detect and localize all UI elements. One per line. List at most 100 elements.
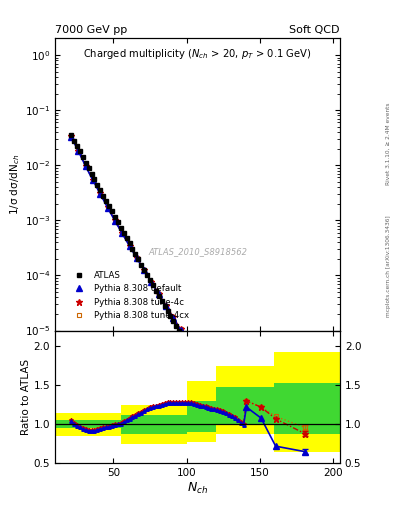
Pythia 8.308 tune-4c [230, 409, 234, 415]
Text: 7000 GeV pp: 7000 GeV pp [55, 25, 127, 35]
Y-axis label: Ratio to ATLAS: Ratio to ATLAS [21, 359, 31, 435]
Pythia 8.308 tune-4c [259, 455, 263, 461]
Pythia 8.308 tune-4c [105, 204, 110, 210]
Pythia 8.308 tune-4cx [127, 243, 132, 249]
Line: Pythia 8.308 tune-4c: Pythia 8.308 tune-4c [68, 133, 309, 512]
Text: Rivet 3.1.10, ≥ 2.4M events: Rivet 3.1.10, ≥ 2.4M events [386, 102, 391, 185]
Pythia 8.308 tune-4cx [156, 290, 161, 296]
Pythia 8.308 tune-4c [76, 148, 81, 154]
Pythia 8.308 tune-4c [127, 243, 132, 249]
Pythia 8.308 default [142, 267, 147, 273]
Pythia 8.308 tune-4c [149, 279, 154, 285]
Pythia 8.308 default [244, 434, 249, 440]
Pythia 8.308 default [105, 205, 110, 211]
Legend: ATLAS, Pythia 8.308 default, Pythia 8.308 tune-4c, Pythia 8.308 tune-4cx: ATLAS, Pythia 8.308 default, Pythia 8.30… [68, 268, 192, 324]
Pythia 8.308 default [112, 218, 117, 224]
Pythia 8.308 tune-4cx [98, 190, 103, 197]
Pythia 8.308 default [120, 230, 125, 237]
Pythia 8.308 default [83, 163, 88, 169]
Pythia 8.308 default [164, 303, 169, 309]
Line: Pythia 8.308 tune-4cx: Pythia 8.308 tune-4cx [69, 134, 307, 512]
Pythia 8.308 tune-4cx [244, 432, 249, 438]
Pythia 8.308 default [178, 327, 183, 333]
Pythia 8.308 tune-4cx [200, 362, 205, 368]
ATLAS [69, 132, 73, 138]
Pythia 8.308 default [91, 177, 95, 183]
ATLAS [180, 333, 184, 339]
Pythia 8.308 tune-4cx [76, 148, 81, 154]
Pythia 8.308 default [252, 445, 256, 452]
Pythia 8.308 tune-4c [200, 362, 205, 368]
Pythia 8.308 tune-4cx [185, 338, 190, 344]
Pythia 8.308 tune-4c [171, 314, 176, 321]
Pythia 8.308 tune-4cx [134, 255, 139, 261]
Pythia 8.308 default [98, 191, 103, 197]
Pythia 8.308 tune-4c [185, 338, 190, 344]
Pythia 8.308 tune-4cx [142, 267, 147, 273]
Pythia 8.308 tune-4cx [69, 133, 73, 139]
Pythia 8.308 tune-4c [208, 374, 212, 380]
Pythia 8.308 tune-4c [134, 255, 139, 261]
Pythia 8.308 tune-4c [164, 303, 169, 309]
Pythia 8.308 tune-4cx [230, 409, 234, 415]
Pythia 8.308 default [215, 387, 220, 393]
Text: mcplots.cern.ch [arXiv:1306.3436]: mcplots.cern.ch [arXiv:1306.3436] [386, 216, 391, 317]
Pythia 8.308 tune-4c [142, 267, 147, 273]
Line: ATLAS: ATLAS [69, 133, 316, 512]
Pythia 8.308 tune-4cx [171, 314, 176, 321]
Pythia 8.308 default [200, 363, 205, 369]
Pythia 8.308 default [76, 148, 81, 154]
Pythia 8.308 default [193, 351, 198, 357]
Pythia 8.308 tune-4c [120, 230, 125, 236]
Pythia 8.308 tune-4cx [120, 230, 125, 236]
Pythia 8.308 default [222, 398, 227, 404]
Y-axis label: 1/σ dσ/dN$_{ch}$: 1/σ dσ/dN$_{ch}$ [8, 154, 22, 215]
Pythia 8.308 tune-4cx [237, 420, 241, 426]
ATLAS [238, 429, 243, 435]
X-axis label: $N_{ch}$: $N_{ch}$ [187, 481, 208, 496]
Pythia 8.308 tune-4c [91, 177, 95, 183]
Pythia 8.308 default [156, 291, 161, 297]
Pythia 8.308 tune-4c [112, 217, 117, 223]
ATLAS [121, 230, 126, 236]
Pythia 8.308 tune-4cx [112, 217, 117, 223]
Pythia 8.308 default [237, 422, 241, 428]
ATLAS [116, 219, 120, 225]
Pythia 8.308 default [69, 134, 73, 140]
Pythia 8.308 tune-4cx [105, 204, 110, 210]
ATLAS [130, 246, 135, 252]
Pythia 8.308 tune-4c [69, 133, 73, 139]
Pythia 8.308 default [134, 255, 139, 261]
Pythia 8.308 tune-4cx [164, 303, 169, 309]
Pythia 8.308 tune-4cx [208, 374, 212, 380]
Pythia 8.308 default [171, 315, 176, 322]
Pythia 8.308 default [127, 243, 132, 249]
Pythia 8.308 default [208, 375, 212, 381]
Pythia 8.308 tune-4c [178, 326, 183, 332]
Pythia 8.308 default [185, 339, 190, 345]
Pythia 8.308 tune-4cx [91, 177, 95, 183]
Pythia 8.308 tune-4c [215, 385, 220, 391]
Pythia 8.308 tune-4c [237, 420, 241, 426]
Pythia 8.308 tune-4cx [83, 163, 88, 169]
Pythia 8.308 tune-4c [193, 350, 198, 356]
Pythia 8.308 tune-4cx [222, 397, 227, 403]
Line: Pythia 8.308 default: Pythia 8.308 default [68, 134, 308, 512]
Pythia 8.308 tune-4cx [149, 279, 154, 285]
Pythia 8.308 tune-4cx [252, 443, 256, 450]
Pythia 8.308 tune-4c [222, 397, 227, 403]
Pythia 8.308 tune-4c [244, 432, 249, 438]
Text: ATLAS_2010_S8918562: ATLAS_2010_S8918562 [148, 247, 247, 256]
Pythia 8.308 tune-4cx [273, 478, 278, 484]
Pythia 8.308 tune-4cx [259, 455, 263, 461]
Text: Soft QCD: Soft QCD [290, 25, 340, 35]
Pythia 8.308 tune-4cx [178, 326, 183, 332]
Text: Charged multiplicity ($N_{ch}$ > 20, $p_T$ > 0.1 GeV): Charged multiplicity ($N_{ch}$ > 20, $p_… [83, 47, 312, 61]
Pythia 8.308 tune-4c [83, 163, 88, 169]
ATLAS [241, 434, 246, 440]
Pythia 8.308 tune-4c [273, 478, 278, 484]
Pythia 8.308 tune-4cx [215, 385, 220, 391]
Pythia 8.308 default [259, 457, 263, 463]
Pythia 8.308 default [273, 480, 278, 486]
Pythia 8.308 tune-4c [98, 190, 103, 197]
